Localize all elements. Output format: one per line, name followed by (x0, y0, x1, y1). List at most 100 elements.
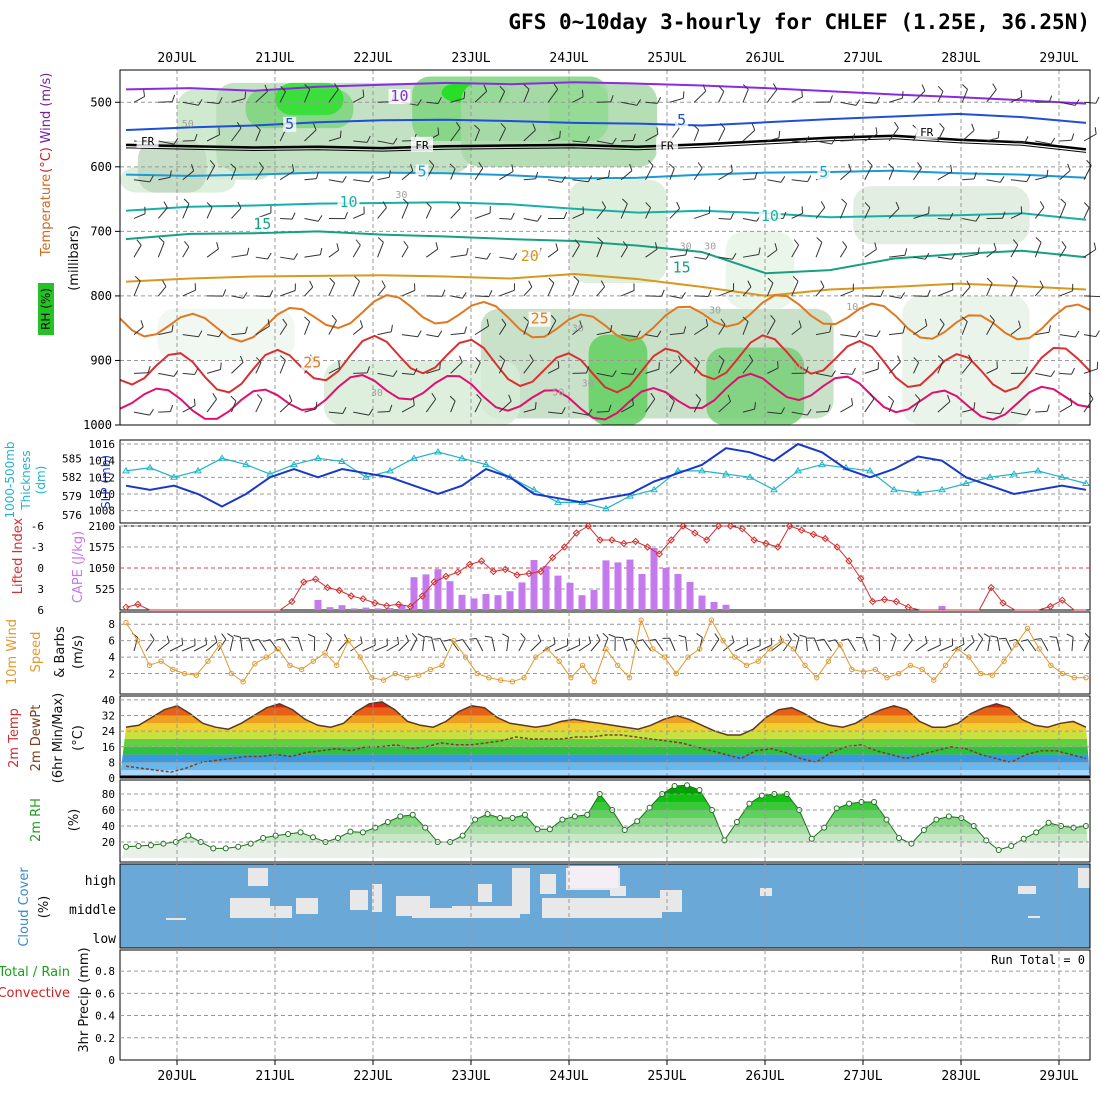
wind-barb-flag (355, 239, 361, 246)
wind-barb-flag (183, 198, 190, 205)
wind-barb (937, 91, 944, 103)
ylabel-temperature: Temperature (39, 174, 54, 257)
wind-barb (759, 644, 773, 652)
wind-barb (377, 140, 394, 145)
wind-barb-flag (1046, 404, 1050, 412)
contour-label: 15 (253, 215, 271, 233)
wind-barb (1083, 638, 1091, 652)
wind-barb-flag (191, 164, 195, 172)
thickness-marker (242, 460, 250, 468)
wind-barb (182, 203, 190, 219)
wind-barb-flag (989, 314, 995, 322)
wind-barb-flag (851, 367, 856, 375)
wind-barb (718, 401, 731, 413)
wind-barb (377, 286, 386, 297)
wind-barb-flag (971, 123, 975, 131)
wind-speed-marker (170, 666, 176, 673)
ytick-label-wind: 4 (108, 651, 115, 664)
wind-barb-flag (216, 242, 219, 250)
wind-barb-flag (326, 632, 332, 639)
wind-barb (962, 178, 975, 181)
wind-barb-flag (334, 83, 339, 90)
thickness-marker (290, 460, 298, 468)
wind-barb (572, 326, 583, 336)
contour-label-bg (518, 249, 541, 265)
wind-speed-marker (334, 662, 340, 669)
day-label-top: 28JUL (941, 51, 980, 66)
contour-label: 15 (673, 259, 691, 277)
wind-barb (766, 89, 778, 103)
contour-label-bg (283, 116, 297, 132)
wind-barb-flag (484, 635, 492, 638)
rh-marker (1045, 819, 1052, 826)
thickness-marker (962, 479, 970, 486)
wind-speed-marker (615, 662, 621, 669)
wind-barb-flag (437, 127, 440, 135)
wind-barb-flag (681, 292, 686, 299)
wind-barb-flag (842, 241, 848, 248)
wind-barb-flag (382, 201, 387, 208)
wind-barb-flag (381, 280, 386, 287)
wind-barb-flag (1067, 163, 1071, 171)
wind-barb (766, 320, 776, 335)
wind-barb-flag (366, 366, 371, 374)
wind-barb-flag (597, 237, 603, 243)
wind-barb-flag (206, 202, 213, 208)
wind-barb (669, 208, 680, 219)
wind-barb (169, 644, 183, 652)
wind-barb-flag (874, 242, 877, 250)
rh-marker (484, 811, 491, 817)
wind-barb (864, 207, 871, 219)
wind-barb (620, 404, 634, 413)
wind-barb-flag (342, 175, 347, 183)
cape-bar (722, 604, 730, 610)
cloud-cell (660, 890, 682, 912)
thickness-marker (338, 457, 346, 464)
wind-barb-flag (685, 248, 688, 256)
cape-bar (350, 608, 358, 610)
wind-speed-marker (743, 662, 750, 669)
wind-speed-marker (919, 666, 925, 673)
wind-barb-flag (608, 633, 616, 638)
ytick-label-wind: 8 (108, 618, 115, 631)
li-marker (122, 603, 130, 611)
ytick-label-temp: 0 (108, 772, 115, 785)
wind-barb-flag (968, 354, 973, 362)
wind-barb-flag (1094, 127, 1097, 135)
wind-barb-flag (342, 407, 347, 414)
wind-barb-flag (413, 367, 418, 375)
wind-barb (572, 281, 580, 297)
wind-speed-marker (392, 670, 398, 677)
wind-barb-flag (171, 324, 174, 332)
day-label-top: 20JUL (157, 51, 196, 66)
ytick-label-slp: 1014 (89, 455, 116, 468)
li-marker (560, 543, 569, 551)
wind-speed-marker (568, 674, 574, 681)
wind-barb-flag (455, 639, 463, 642)
wind-barb (963, 641, 975, 652)
wind-barb (207, 101, 220, 105)
wind-barb (450, 254, 467, 258)
wind-barb (847, 638, 856, 652)
li-marker (465, 560, 474, 569)
wind-barb-flag (309, 280, 314, 288)
wind-barb-flag (924, 252, 930, 260)
ytick-label-precip: 0.8 (95, 965, 115, 978)
wind-barb-flag (805, 136, 810, 143)
wind-barb-flag (730, 164, 733, 172)
wind-barb (255, 295, 270, 298)
wind-barb-flag (1070, 398, 1073, 406)
li-marker (335, 586, 344, 595)
isotherm-line (125, 81, 1087, 105)
wind-barb-flag (1026, 175, 1031, 182)
wind-barb (523, 89, 530, 103)
thickness-marker (482, 460, 490, 468)
wind-speed-marker (451, 637, 457, 644)
wind-barb (1010, 411, 1027, 416)
rh-marker (671, 783, 678, 789)
wind-barb-flag (1020, 639, 1028, 642)
wind-barb-flag (288, 394, 293, 402)
li-marker (750, 536, 758, 544)
thickness-marker (890, 485, 898, 493)
wind-barb-flag (730, 212, 735, 220)
